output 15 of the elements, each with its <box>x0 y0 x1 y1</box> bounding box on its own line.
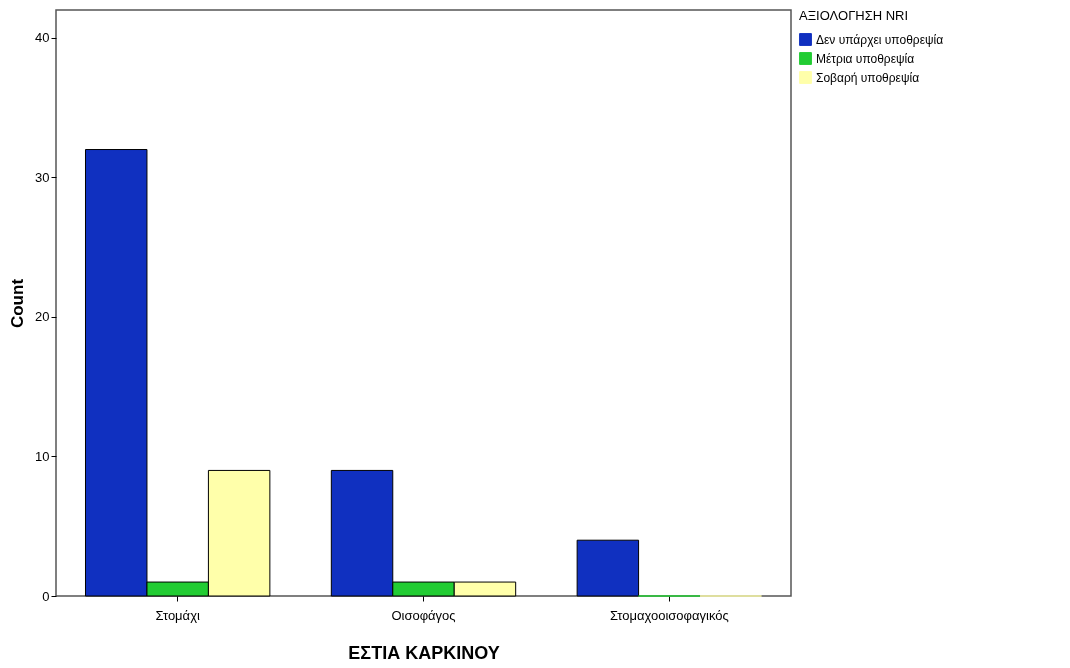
y-tick-label: 10 <box>35 448 50 464</box>
x-tick-label: Στομάχι <box>155 607 200 623</box>
y-tick-label: 20 <box>35 309 50 325</box>
legend-label: Μέτρια υποθρεψία <box>816 51 915 66</box>
x-tick-label: Στομαχοοισοφαγικός <box>609 607 729 623</box>
x-axis-title: ΕΣΤΙΑ ΚΑΡΚΙΝΟΥ <box>348 642 500 663</box>
y-tick-label: 40 <box>35 30 50 46</box>
y-axis-title: Count <box>8 278 28 329</box>
y-tick-label: 0 <box>42 588 50 604</box>
y-tick-label: 30 <box>35 169 50 185</box>
bar <box>576 539 640 597</box>
x-tick-label: Οισοφάγος <box>391 607 456 623</box>
legend-title: ΑΞΙΟΛΟΓΗΣΗ NRI <box>799 8 909 23</box>
legend-label: Δεν υπάρχει υποθρεψία <box>816 32 944 47</box>
legend-label: Σοβαρή υποθρεψία <box>816 70 920 85</box>
